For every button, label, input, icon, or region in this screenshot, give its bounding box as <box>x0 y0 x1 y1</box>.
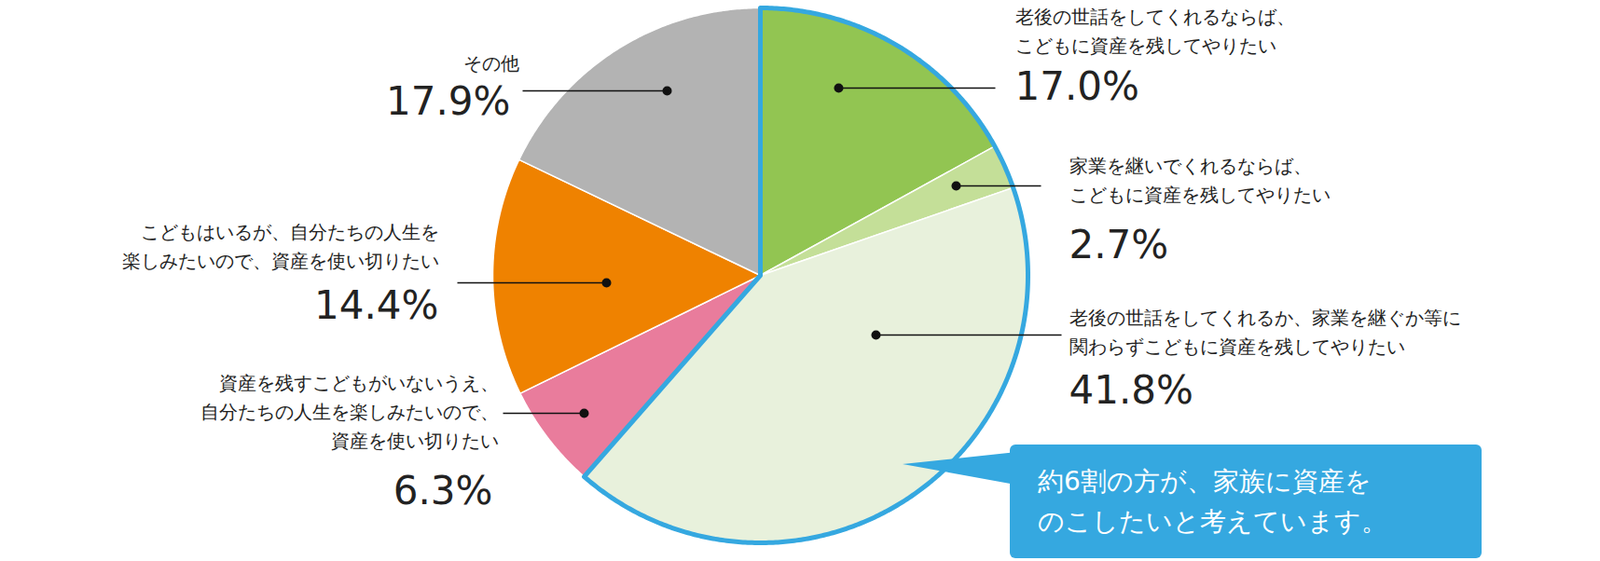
svg-text:17.0%: 17.0% <box>1015 63 1140 110</box>
svg-text:41.8%: 41.8% <box>1069 367 1194 414</box>
svg-text:6.3%: 6.3% <box>393 468 494 514</box>
svg-text:14.4%: 14.4% <box>314 282 439 329</box>
svg-text:こどもはいるが、自分たちの人生を楽しみたいので、資産を使い切: こどもはいるが、自分たちの人生を楽しみたいので、資産を使い切りたい <box>122 220 440 273</box>
svg-text:2.7%: 2.7% <box>1069 221 1170 268</box>
svg-text:家業を継いでくれるならば、こどもに資産を残してやりたい: 家業を継いでくれるならば、こどもに資産を残してやりたい <box>1069 154 1331 207</box>
svg-text:その他: その他 <box>463 52 520 75</box>
svg-text:老後の世話をしてくれるならば、こどもに資産を残してやりたい: 老後の世話をしてくれるならば、こどもに資産を残してやりたい <box>1015 5 1296 57</box>
svg-text:資産を残すこどもがいないうえ、自分たちの人生を楽しみたいので: 資産を残すこどもがいないうえ、自分たちの人生を楽しみたいので、資産を使い切りたい <box>200 372 499 453</box>
svg-text:17.9%: 17.9% <box>386 78 511 125</box>
html-text:約6割の方が、家族に資産を のこしたいと考えています。: 約6割の方が、家族に資産を のこしたいと考えています。 <box>1037 466 1388 538</box>
svg-text:老後の世話をしてくれるか、家業を継ぐか等に関わらずこどもに資: 老後の世話をしてくれるか、家業を継ぐか等に関わらずこどもに資産を残してやりたい <box>1069 306 1462 359</box>
